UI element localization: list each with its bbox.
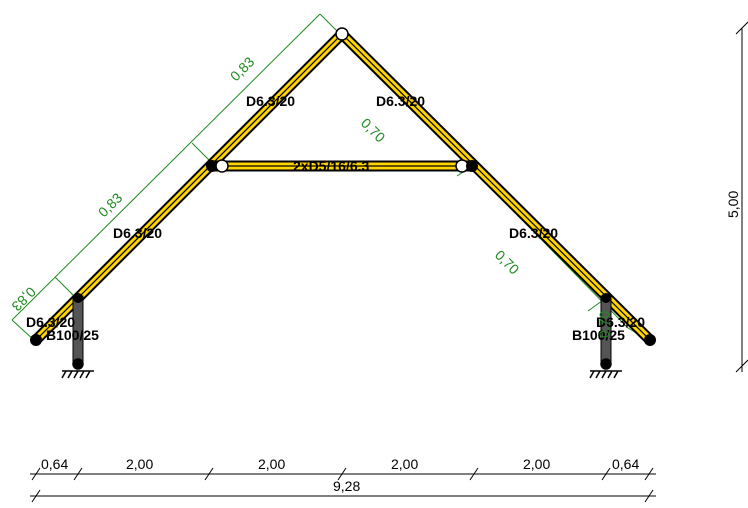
hinge-left-collar [215, 159, 229, 173]
node-right-collar [466, 160, 478, 172]
label-column-left: B100/25 [46, 327, 99, 343]
columns [72, 293, 612, 365]
dim-left-mid: 0,83 [95, 189, 126, 220]
label-rafter-right-lower: D6.3/20 [509, 225, 558, 241]
green-dimension-lines [11, 13, 651, 342]
vertical-dimension-label: 5,00 [725, 191, 741, 218]
horizontal-dimension-chain [30, 467, 656, 503]
dim-seg-4: 2,00 [391, 456, 418, 472]
dim-seg-6: 0,64 [612, 456, 639, 472]
dim-left-lower: 0,83 [8, 284, 39, 315]
node-right-eave [644, 334, 656, 346]
label-collar-tie: 2xD5/16/6.3 [293, 158, 369, 174]
dim-seg-3: 2,00 [258, 456, 285, 472]
horizontal-dimension-labels: 0,64 2,00 2,00 2,00 2,00 0,64 9,28 [41, 456, 639, 494]
label-column-right: B100/25 [572, 327, 625, 343]
supports [61, 358, 622, 379]
label-overhang-left: D6.3/20 [26, 314, 75, 330]
dim-total: 9,28 [333, 478, 360, 494]
right-support-icon [589, 358, 622, 379]
dim-seg-1: 0,64 [41, 456, 68, 472]
label-overhang-right: D6.3/20 [596, 314, 645, 330]
vertical-dimension [735, 21, 748, 373]
left-support-icon [61, 358, 94, 379]
dim-right-mid: 0,70 [492, 247, 523, 278]
dim-right-lower: 0,70 [596, 311, 612, 338]
dim-seg-5: 2,00 [523, 456, 550, 472]
label-rafter-right-upper: D6.3/20 [376, 93, 425, 109]
dim-seg-2: 2,00 [126, 456, 153, 472]
label-rafter-left-upper: D6.3/20 [246, 93, 295, 109]
dim-left-upper: 0,83 [227, 53, 258, 84]
ridge-hinge [335, 27, 349, 41]
node-left-collar [206, 160, 218, 172]
node-left-eave [30, 334, 42, 346]
label-rafter-left-lower: D6.3/20 [113, 225, 162, 241]
dim-right-upper: 0,70 [358, 115, 389, 146]
beams [30, 28, 656, 346]
left-dimension-line [11, 13, 321, 321]
member-labels: D6.3/20 D6.3/20 2xD5/16/6.3 D6.3/20 D6.3… [26, 93, 645, 343]
nodes [30, 27, 656, 346]
green-dimension-labels: 0,83 0,83 0,83 0,70 0,70 0,70 [8, 53, 612, 338]
